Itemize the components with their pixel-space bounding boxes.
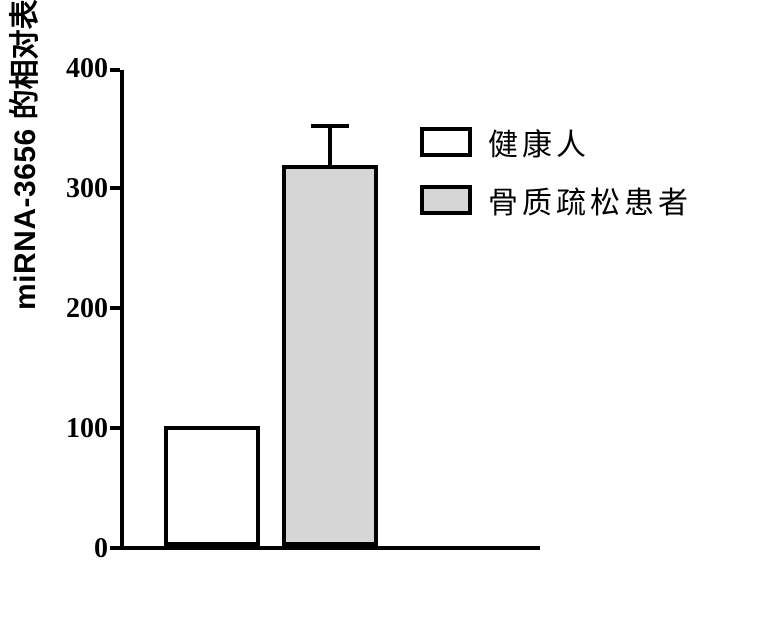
bar-healthy bbox=[164, 426, 260, 546]
y-tick-0 bbox=[110, 546, 120, 550]
y-axis-line bbox=[120, 70, 124, 550]
y-axis-title: miRNA-3656 的相对表达量 (%) bbox=[0, 0, 44, 310]
y-tick-label-300: 300 bbox=[48, 173, 108, 205]
error-stem-osteoporosis bbox=[328, 126, 332, 169]
legend: 健康人 骨质疏松患者 bbox=[420, 120, 692, 236]
legend-label-healthy: 健康人 bbox=[488, 120, 590, 164]
bar-osteoporosis bbox=[282, 165, 378, 546]
y-axis-title-eng: miRNA-3656 bbox=[9, 119, 42, 310]
legend-item-osteoporosis: 骨质疏松患者 bbox=[420, 178, 692, 222]
y-tick-400 bbox=[110, 68, 120, 72]
legend-item-healthy: 健康人 bbox=[420, 120, 692, 164]
x-axis-line bbox=[120, 546, 540, 550]
y-tick-label-0: 0 bbox=[48, 533, 108, 565]
y-tick-100 bbox=[110, 426, 120, 430]
y-tick-300 bbox=[110, 186, 120, 190]
legend-swatch-osteoporosis bbox=[420, 185, 472, 215]
y-tick-200 bbox=[110, 306, 120, 310]
y-tick-label-100: 100 bbox=[48, 413, 108, 445]
y-tick-label-400: 400 bbox=[48, 53, 108, 85]
legend-label-osteoporosis: 骨质疏松患者 bbox=[488, 178, 692, 222]
legend-swatch-healthy bbox=[420, 127, 472, 157]
bar-chart: miRNA-3656 的相对表达量 (%) 0 100 200 300 400 … bbox=[0, 0, 777, 621]
y-axis-title-cn: 的相对表达量 (%) bbox=[9, 0, 42, 119]
y-tick-label-200: 200 bbox=[48, 293, 108, 325]
error-cap-osteoporosis bbox=[311, 124, 349, 128]
